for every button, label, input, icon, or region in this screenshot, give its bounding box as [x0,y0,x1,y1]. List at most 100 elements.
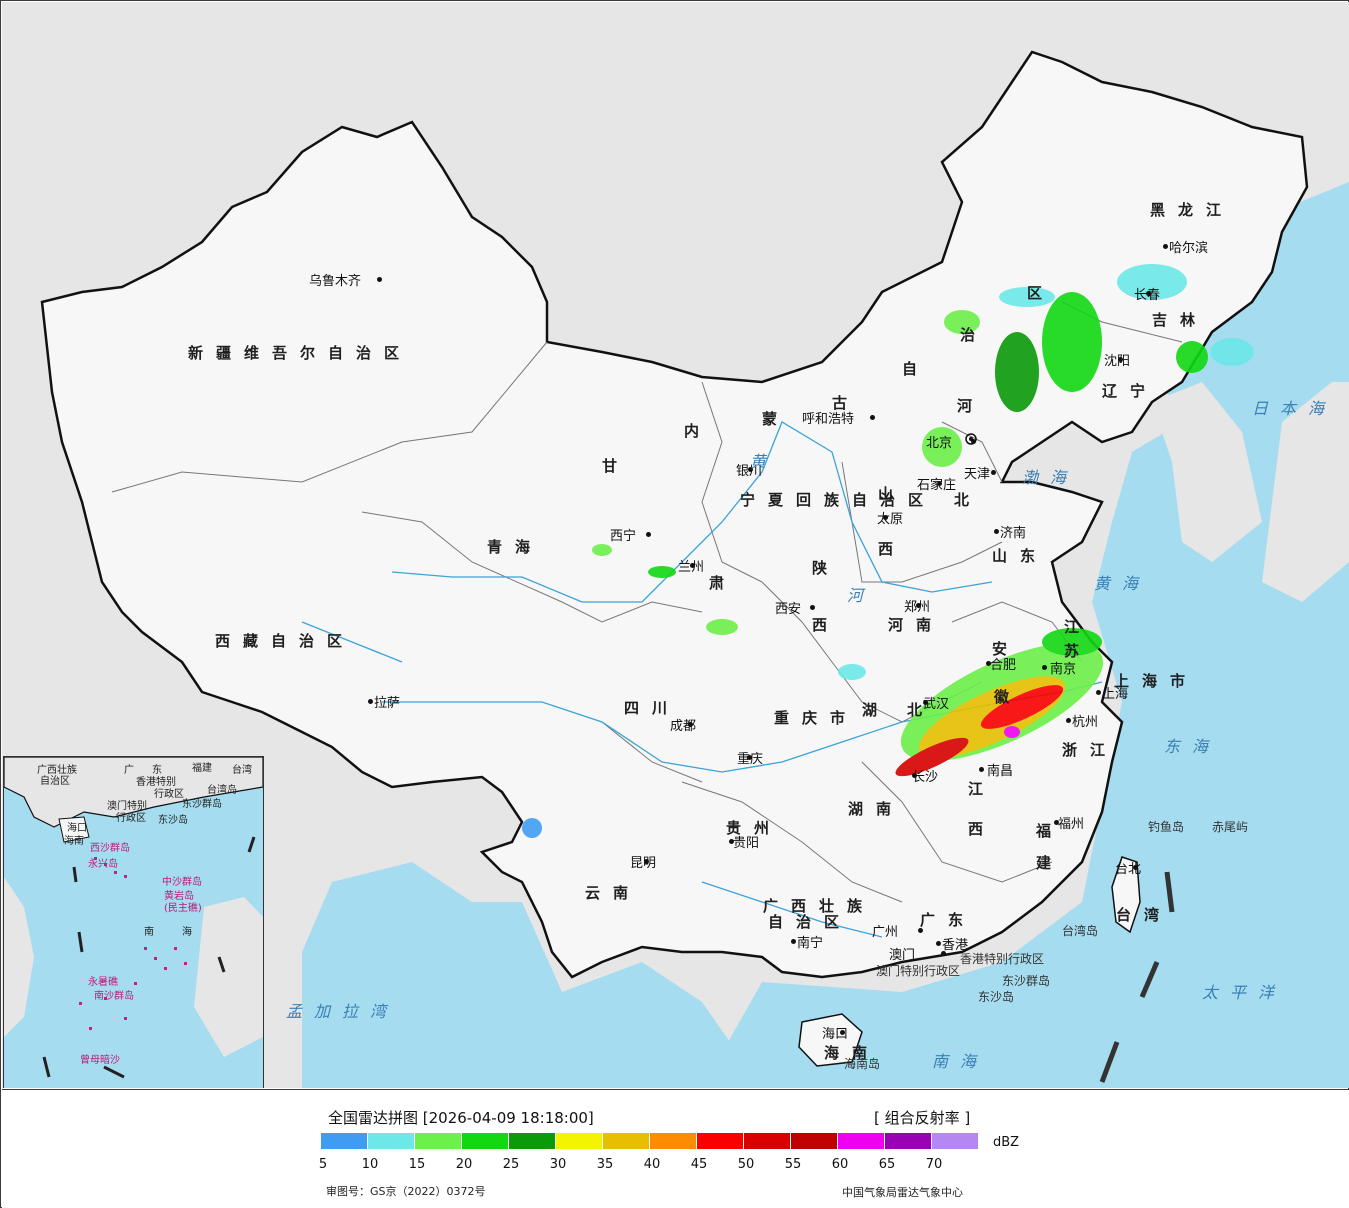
city-marker [1054,820,1059,825]
city-marker [1146,291,1151,296]
city-marker [979,767,984,772]
city-label: 兰州 [678,560,705,575]
city-label: 沈阳 [1104,354,1131,369]
city-marker [377,277,382,282]
inset-label: 中沙群岛 [162,877,202,888]
city-label: 济南 [1000,526,1027,541]
province-label: 台湾 [1116,906,1173,924]
province-label: 湖南 [848,800,905,818]
color-swatch [462,1133,509,1149]
province-label: 吉林 [1152,311,1209,329]
inset-label: 澳门特别 [107,801,147,812]
city-marker [690,563,695,568]
province-label: 广西壮族 [763,897,876,915]
scale-tick-label: 60 [831,1157,849,1172]
city-label: 西宁 [610,529,637,544]
color-swatch [556,1133,603,1149]
city-marker [791,939,796,944]
province-label: 黑龙江 [1150,201,1235,219]
scale-tick-label: 70 [925,1157,943,1172]
city-marker [747,755,752,760]
map-approval-number: 审图号：GS京（2022）0372号 [326,1185,486,1198]
city-marker [748,467,753,472]
inset-label: 行政区 [154,789,184,800]
city-marker [1118,357,1123,362]
inset-label: 东 [152,765,162,776]
city-label: 北京 [926,436,953,451]
city-label: 福州 [1058,817,1085,832]
city-label: 郑州 [904,600,931,615]
inset-label: 海口 [67,823,87,834]
sea-label: 南海 [932,1052,989,1071]
province-label: 北 [907,701,936,719]
china-map [40,50,1349,1088]
sea-label: 太平洋 [1202,983,1287,1002]
city-label: 武汉 [923,697,950,712]
city-label: 哈尔滨 [1169,241,1209,256]
island-label: 东沙岛 [978,990,1015,1004]
city-marker [688,722,693,727]
scale-tick-label: 55 [784,1157,802,1172]
city-label: 西安 [775,602,802,617]
scale-tick-label: 40 [643,1157,661,1172]
inset-label: 永暑礁 [88,977,118,988]
city-marker [368,699,373,704]
city-marker [986,661,991,666]
city-marker [646,532,651,537]
city-marker [729,839,734,844]
province-label: 上海市 [1114,672,1199,690]
credit-text: 中国气象局雷达气象中心 [842,1186,963,1199]
inset-label: 台湾岛 [207,785,237,796]
sea-label: 孟加拉湾 [286,1002,399,1021]
city-marker [936,941,941,946]
island-label: 赤尾屿 [1212,820,1249,834]
city-marker [1133,865,1138,870]
province-label: 区 [1027,284,1056,302]
province-label: 辽宁 [1102,382,1159,400]
legend-product-name: [ 组合反射率 ] [874,1109,971,1127]
city-label: 乌鲁木齐 [309,274,362,289]
color-swatch [321,1133,368,1149]
province-label: 建 [1036,854,1065,872]
city-label: 昆明 [630,856,657,871]
province-label: 自 [902,360,931,378]
province-label: 广东 [920,911,977,929]
city-label: 长沙 [912,770,939,785]
island-label: 钓鱼岛 [1148,820,1185,834]
scale-tick-label: 30 [549,1157,567,1172]
island-label: 澳门特别行政区 [876,964,961,978]
province-label: 甘 [602,457,631,475]
province-label: 重庆市 [774,709,859,727]
province-label: 肃 [709,574,738,592]
inset-label: 台湾 [232,765,252,776]
color-swatch [509,1133,556,1149]
province-label: 江 [968,780,997,798]
color-swatch [838,1133,885,1149]
inset-label: 香港特别 [136,777,176,788]
city-label: 重庆 [737,752,764,767]
city-label: 南宁 [797,936,824,951]
scale-tick-label: 5 [318,1157,328,1172]
sea-label: 东海 [1164,737,1221,756]
province-label: 北 [954,491,983,509]
province-label: 苏 [1064,642,1093,660]
map-area: 新疆维吾尔自治区 西藏自治区 青海甘肃内蒙古自治区黑龙江 吉林 辽宁河北山西山东陕西河南… [2,2,1349,1088]
color-swatch [791,1133,838,1149]
inset-label: 自治区 [40,776,70,787]
scale-tick-label: 25 [502,1157,520,1172]
province-label: 河 [957,397,986,415]
city-label: 成都 [670,719,697,734]
radar-echoes [522,264,1254,838]
city-label: 上海 [1102,687,1129,702]
scale-tick-label: 35 [596,1157,614,1172]
province-label: 西 [878,540,907,558]
province-label: 福 [1036,822,1065,840]
color-swatch [415,1133,462,1149]
province-label: 湖 [862,701,891,719]
south-china-sea-inset: 广西壮族 自治区广东福建 台湾 香港特别 行政区 台湾岛 澳门特别 行政区 东沙群岛 东沙岛 海口海… [3,756,264,1088]
city-marker [644,859,649,864]
province-label: 海南 [824,1044,881,1062]
scale-tick-label: 20 [455,1157,473,1172]
sea-area-south [302,862,762,1088]
japan-land [1262,382,1349,602]
